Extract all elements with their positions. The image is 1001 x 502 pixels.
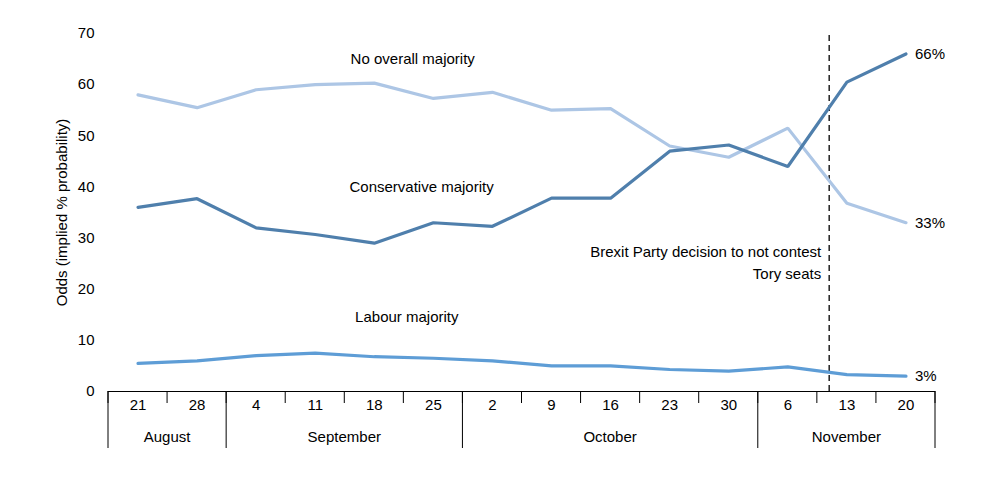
svg-text:2: 2 xyxy=(488,396,496,413)
svg-text:9: 9 xyxy=(547,396,555,413)
svg-text:No overall majority: No overall majority xyxy=(351,50,476,67)
svg-text:33%: 33% xyxy=(915,214,945,231)
svg-text:11: 11 xyxy=(307,396,323,413)
svg-text:70: 70 xyxy=(78,24,95,41)
svg-text:30: 30 xyxy=(78,229,95,246)
svg-text:66%: 66% xyxy=(915,45,945,62)
svg-text:August: August xyxy=(144,428,192,445)
svg-text:4: 4 xyxy=(252,396,260,413)
svg-text:25: 25 xyxy=(425,396,442,413)
svg-text:Odds (implied % probability): Odds (implied % probability) xyxy=(53,119,70,307)
svg-text:28: 28 xyxy=(189,396,206,413)
svg-text:20: 20 xyxy=(898,396,915,413)
svg-text:September: September xyxy=(308,428,381,445)
svg-text:30: 30 xyxy=(720,396,737,413)
svg-text:40: 40 xyxy=(78,178,95,195)
svg-text:13: 13 xyxy=(839,396,856,413)
svg-text:10: 10 xyxy=(78,331,95,348)
svg-text:16: 16 xyxy=(602,396,619,413)
svg-text:3%: 3% xyxy=(915,367,937,384)
svg-text:Brexit Party decision to not c: Brexit Party decision to not contestTory… xyxy=(590,243,822,282)
svg-text:October: October xyxy=(583,428,636,445)
svg-text:60: 60 xyxy=(78,75,95,92)
svg-text:20: 20 xyxy=(78,280,95,297)
svg-text:Labour majority: Labour majority xyxy=(355,308,459,325)
svg-text:18: 18 xyxy=(366,396,383,413)
svg-text:0: 0 xyxy=(86,382,94,399)
svg-text:Conservative majority: Conservative majority xyxy=(349,178,494,195)
svg-text:21: 21 xyxy=(130,396,147,413)
svg-text:November: November xyxy=(812,428,881,445)
svg-text:23: 23 xyxy=(661,396,678,413)
svg-text:50: 50 xyxy=(78,127,95,144)
svg-text:6: 6 xyxy=(784,396,792,413)
